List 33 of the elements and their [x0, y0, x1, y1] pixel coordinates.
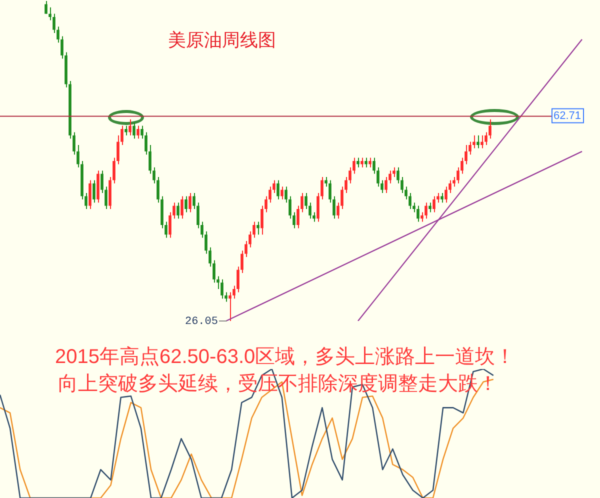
- candlestick: [444, 186, 448, 204]
- text: 美原油周线图: [168, 29, 276, 52]
- candlestick: [88, 180, 92, 210]
- candlestick: [364, 157, 368, 168]
- candlestick: [220, 278, 224, 300]
- candlestick: [360, 157, 364, 168]
- candlestick: [416, 205, 420, 222]
- candlestick: [432, 196, 436, 213]
- candlestick: [176, 202, 180, 220]
- candlestick: [128, 118, 132, 136]
- annotation: 26.05: [184, 316, 218, 328]
- candlestick: [228, 292, 232, 322]
- candlestick: [188, 192, 192, 213]
- candlestick: [280, 186, 284, 200]
- candlestick: [440, 192, 444, 204]
- candlestick: [424, 202, 428, 220]
- candlestick: [428, 202, 432, 213]
- annotation: 62.71: [553, 110, 582, 122]
- candlestick: [180, 196, 184, 220]
- text: 2015年高点62.50-63.0区域，多头上涨路上一道坎！: [55, 345, 516, 370]
- candlestick: [480, 134, 484, 149]
- candlestick: [124, 125, 128, 136]
- candlestick: [136, 125, 140, 140]
- candlestick: [476, 134, 480, 149]
- candlestick: [132, 122, 136, 140]
- candlestick: [256, 221, 260, 236]
- candlestick: [356, 157, 360, 168]
- candlestick: [184, 196, 188, 213]
- candlestick: [384, 176, 388, 194]
- candlestick: [368, 157, 372, 168]
- candlestick: [276, 180, 280, 200]
- candlestick: [44, 0, 48, 14]
- candlestick: [92, 180, 96, 204]
